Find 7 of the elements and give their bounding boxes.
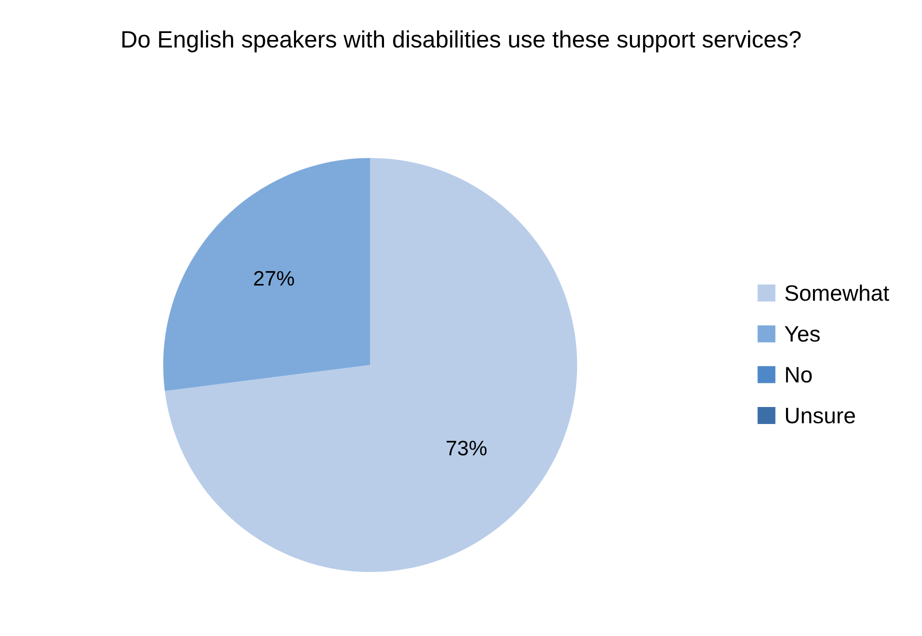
legend-label: No xyxy=(786,367,812,383)
chart-title: Do English speakers with disabilities use these support services? xyxy=(122,30,801,52)
legend-label: Somewhat xyxy=(785,284,890,301)
legend-label: Yes xyxy=(784,326,820,342)
data-label: 27% xyxy=(254,270,294,286)
legend-label: Unsure xyxy=(786,408,855,424)
data-label: 73% xyxy=(446,440,487,456)
